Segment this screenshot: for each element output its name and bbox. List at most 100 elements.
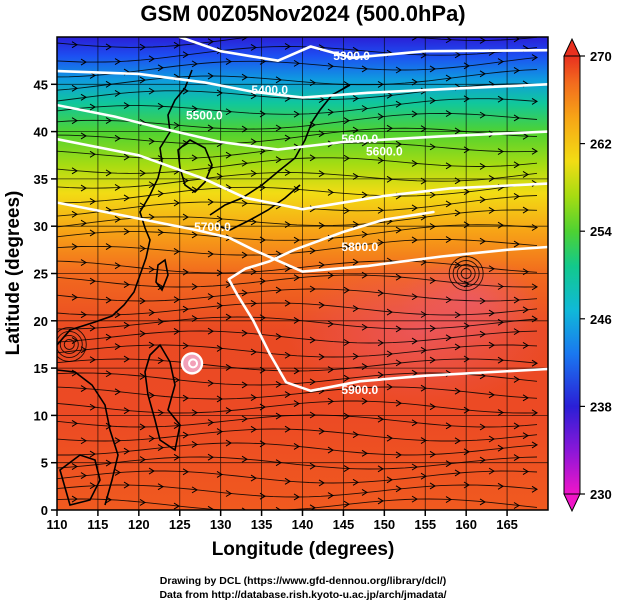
streamline-arrow (191, 60, 198, 68)
streamline-arrow (148, 309, 155, 317)
streamline-arrow (386, 124, 393, 132)
streamline-arrow (513, 193, 520, 200)
streamline (57, 442, 538, 456)
streamline-arrow (173, 376, 180, 384)
streamline (57, 57, 538, 78)
streamline-arrow (454, 311, 461, 319)
streamline-arrow (309, 247, 316, 255)
streamline-arrow (377, 339, 384, 347)
credit-data: Data from http://database.rish.kyoto-u.a… (159, 589, 446, 601)
streamline-arrow (250, 138, 257, 146)
streamline-arrow (148, 265, 155, 273)
streamline-arrow (80, 437, 87, 445)
streamline-arrow (216, 428, 223, 435)
streamline-arrow (250, 425, 257, 433)
credit-drawing: Drawing by DCL (https://www.gfd-dennou.o… (160, 575, 446, 587)
streamline-arrow (123, 447, 130, 455)
streamline-arrow (386, 350, 393, 358)
colorbar-tick-label: 270 (590, 49, 612, 64)
streamline (57, 344, 538, 358)
streamline (57, 386, 538, 400)
cyclones (57, 256, 484, 375)
colorbar-tick-label: 230 (590, 487, 612, 502)
streamline-arrow (182, 305, 189, 313)
streamline-arrow (241, 329, 248, 337)
streamline-arrow (225, 490, 232, 497)
streamline-arrow (105, 370, 112, 378)
streamline-arrow (386, 175, 393, 183)
streamline (57, 238, 538, 256)
contour-label: 5900.0 (341, 383, 378, 397)
contour-label: 5500.0 (186, 109, 223, 123)
streamline-arrow (411, 293, 418, 301)
streamline-arrow (377, 157, 384, 164)
streamline-arrow (513, 422, 520, 430)
streamline-arrow (377, 371, 384, 379)
streamline-arrow (352, 305, 359, 312)
contour-label: 5600.0 (366, 144, 403, 158)
streamline-arrow (207, 198, 214, 206)
streamline-arrow (454, 51, 461, 59)
streamline-arrow (157, 64, 164, 72)
streamline (57, 46, 538, 63)
streamline-arrow (293, 400, 300, 407)
streamline-arrow (105, 117, 112, 124)
streamline-arrow (522, 171, 529, 178)
streamline-arrow (293, 443, 300, 450)
y-tick-label: 30 (34, 219, 48, 234)
streamline-arrow (80, 259, 87, 266)
streamline-arrow (139, 423, 146, 431)
streamline-arrow (395, 399, 402, 407)
streamline-arrow (105, 243, 112, 251)
contour-label: 5700.0 (194, 220, 231, 234)
streamline-arrow (309, 79, 316, 87)
streamline-arrow (309, 378, 316, 386)
streamline-arrow (241, 507, 247, 510)
streamline (57, 400, 538, 414)
streamline (57, 470, 538, 484)
streamline-arrow (148, 213, 155, 221)
streamline-arrow (411, 110, 418, 118)
streamline-arrow (445, 162, 452, 170)
streamline-arrow (343, 154, 350, 162)
streamline-arrow (105, 43, 112, 51)
streamline-arrow (275, 124, 282, 132)
streamline-arrow (139, 245, 146, 252)
streamline-arrow (216, 269, 223, 277)
streamline-arrow (123, 407, 130, 415)
streamline-arrow (479, 70, 486, 78)
streamline-arrow (420, 346, 427, 354)
streamline-arrow (497, 444, 504, 452)
streamline-arrow (89, 450, 96, 458)
streamline-arrow (284, 477, 291, 485)
streamline-arrow (488, 174, 495, 182)
streamline-arrow (275, 380, 282, 388)
streamline-arrow (216, 173, 223, 180)
streamline-arrow (80, 58, 87, 66)
streamline-arrow (445, 422, 452, 430)
streamline-arrow (454, 469, 461, 477)
streamline-arrow (395, 325, 402, 333)
streamline-arrow (276, 37, 277, 38)
streamline-arrow (429, 277, 436, 284)
streamline-arrow (157, 357, 164, 365)
streamline-arrow (497, 58, 504, 66)
contour-line (57, 137, 548, 211)
streamline-arrow (71, 167, 78, 175)
streamline-arrow (411, 337, 418, 345)
streamline (57, 127, 538, 145)
streamline-arrow (429, 97, 436, 104)
streamline-arrow (225, 151, 232, 159)
streamline-arrow (318, 261, 325, 269)
streamline-arrow (123, 281, 130, 289)
streamline-arrow (479, 498, 486, 506)
streamline-arrow (157, 318, 164, 326)
colorbar-tick-label: 254 (590, 224, 612, 239)
y-tick-label: 45 (34, 77, 48, 92)
x-tick-label: 130 (210, 517, 232, 532)
streamline-arrow (361, 397, 368, 405)
y-tick-label: 20 (34, 314, 48, 329)
streamline-arrow (80, 472, 87, 480)
streamline-arrow (182, 51, 189, 59)
